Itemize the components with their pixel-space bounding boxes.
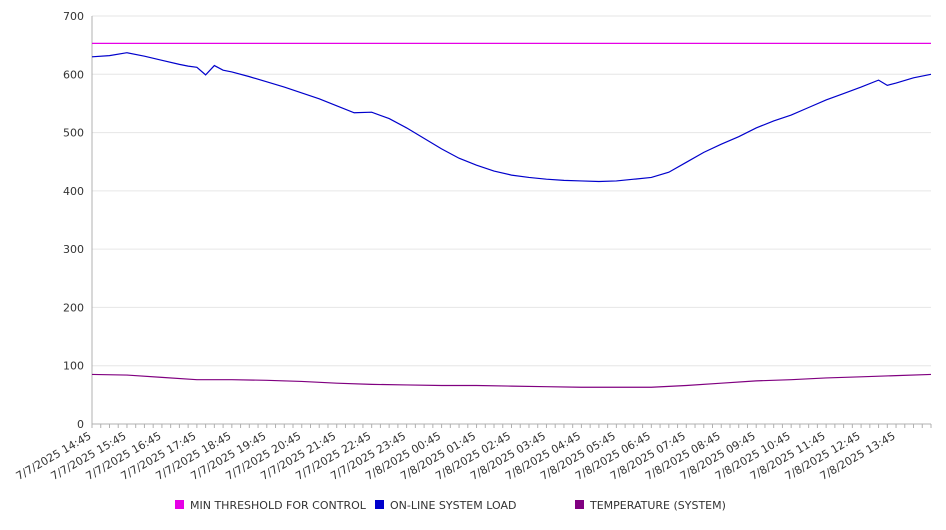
series-line-on-line-system-load <box>91 52 932 183</box>
legend-swatch-temperature-system <box>575 500 584 509</box>
legend-swatch-min-threshold-for-control <box>175 500 184 509</box>
y-tick-label-200: 200 <box>63 301 84 314</box>
series-line-temperature-system <box>91 373 932 388</box>
legend-label-temperature-system: TEMPERATURE (SYSTEM) <box>589 499 726 512</box>
y-tick-label-300: 300 <box>63 243 84 256</box>
legend-label-min-threshold-for-control: MIN THRESHOLD FOR CONTROL <box>190 499 367 512</box>
gridlines <box>92 15 931 425</box>
y-tick-label-600: 600 <box>63 68 84 81</box>
y-tick-label-400: 400 <box>63 185 84 198</box>
y-tick-label-0: 0 <box>77 418 84 431</box>
y-tick-label-100: 100 <box>63 360 84 373</box>
legend-swatch-on-line-system-load <box>375 500 384 509</box>
series-lines <box>91 42 932 388</box>
legend: MIN THRESHOLD FOR CONTROL ON-LINE SYSTEM … <box>175 499 726 512</box>
y-tick-label-500: 500 <box>63 127 84 140</box>
legend-label-on-line-system-load: ON-LINE SYSTEM LOAD <box>390 499 516 512</box>
y-tick-label-700: 700 <box>63 10 84 23</box>
